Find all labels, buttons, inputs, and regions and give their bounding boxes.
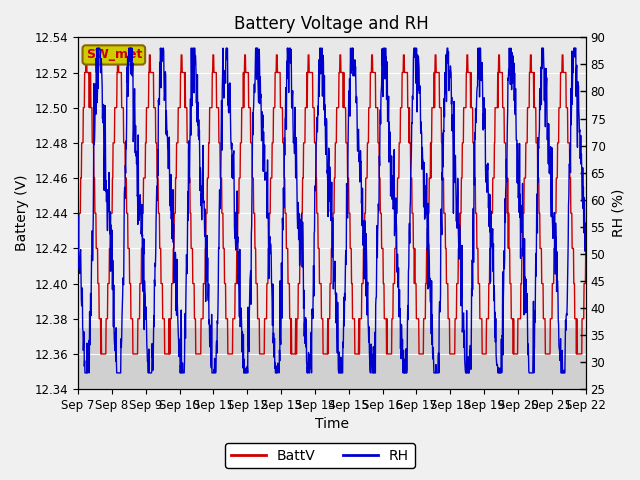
Y-axis label: Battery (V): Battery (V) [15,175,29,252]
Title: Battery Voltage and RH: Battery Voltage and RH [234,15,429,33]
X-axis label: Time: Time [315,418,349,432]
Text: SW_met: SW_met [86,48,142,61]
Y-axis label: RH (%): RH (%) [611,189,625,238]
Legend: BattV, RH: BattV, RH [225,443,415,468]
Bar [78,37,586,327]
